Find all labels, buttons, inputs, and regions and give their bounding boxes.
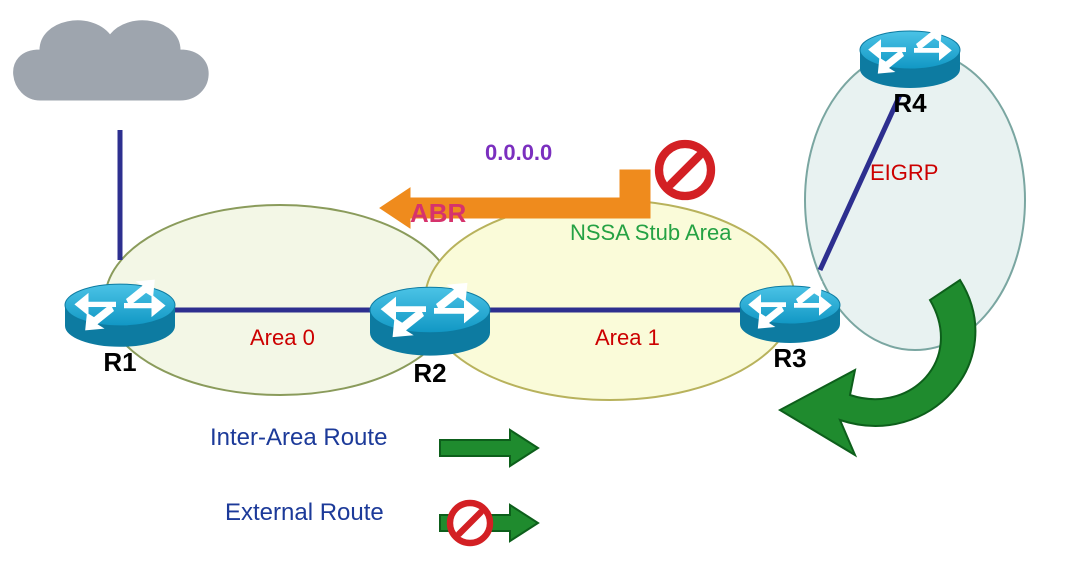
legend-external-label: External Route bbox=[225, 499, 384, 526]
router-label: R3 bbox=[773, 343, 806, 373]
eigrp-label: EIGRP bbox=[870, 160, 938, 185]
forbidden-icon bbox=[659, 144, 711, 196]
nssa-label: NSSA Stub Area bbox=[570, 220, 732, 245]
cloud-icon bbox=[14, 21, 209, 100]
forbidden-icon bbox=[450, 503, 490, 543]
router-label: R1 bbox=[103, 347, 136, 377]
legend-arrow bbox=[440, 430, 538, 466]
area1-label: Area 1 bbox=[595, 325, 660, 350]
legend-inter-area-label: Inter-Area Route bbox=[210, 424, 387, 451]
network-diagram: R4 R1 R2 R3 Area 0 Area 1 NSSA Stub Area EIGRP A… bbox=[0, 0, 1078, 583]
router-label: R4 bbox=[893, 88, 927, 118]
router-label: R2 bbox=[413, 358, 446, 388]
area0-label: Area 0 bbox=[250, 325, 315, 350]
default-route-label: 0.0.0.0 bbox=[485, 140, 552, 165]
abr-label: ABR bbox=[410, 198, 467, 228]
